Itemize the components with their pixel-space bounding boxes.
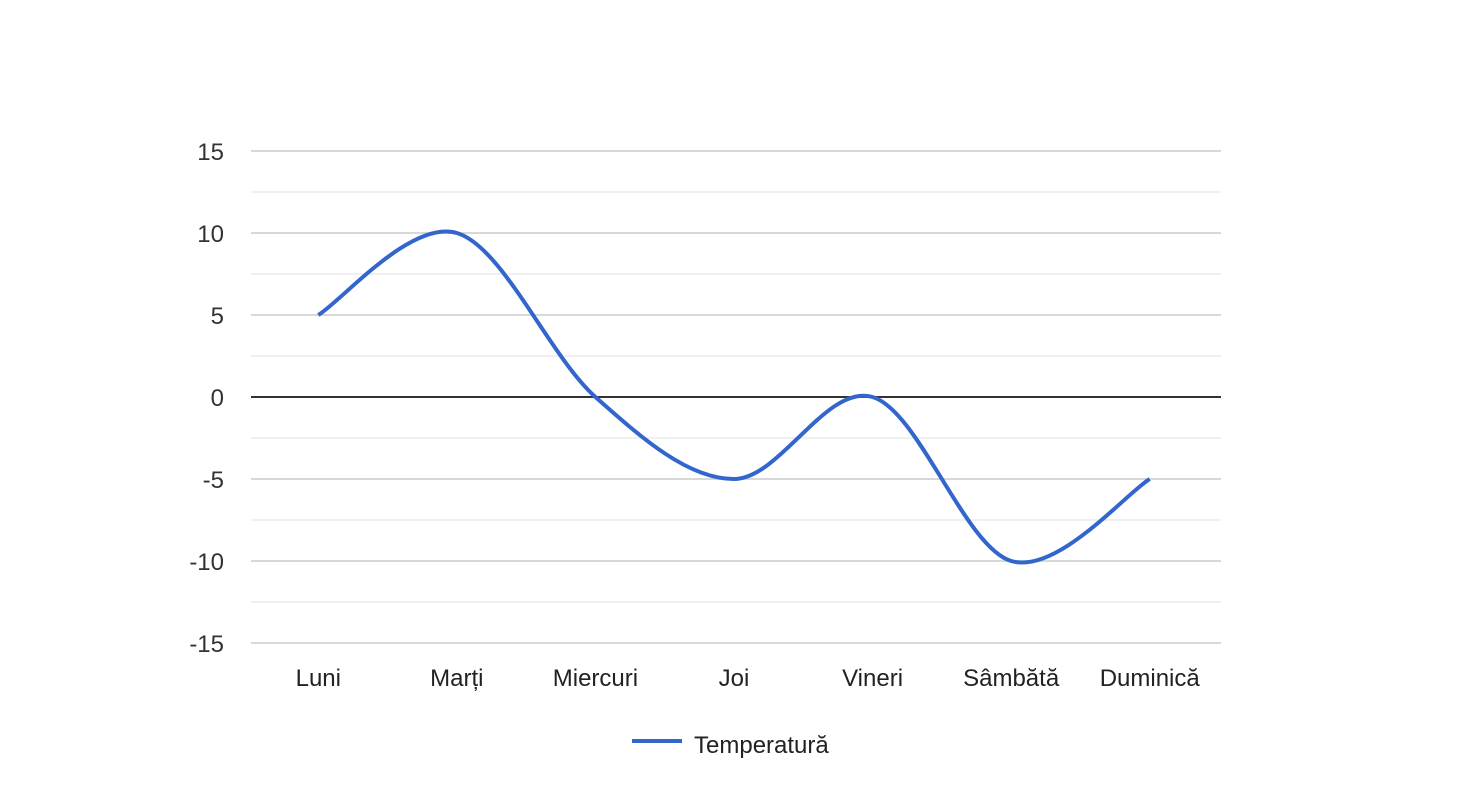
x-tick-label: Vineri [842, 665, 903, 692]
y-tick-label: -15 [189, 631, 224, 658]
x-tick-label: Duminică [1100, 665, 1201, 692]
x-tick-label: Joi [719, 665, 750, 692]
legend[interactable]: Temperatură [632, 732, 829, 759]
gridlines [251, 150, 1221, 644]
x-axis-tick-labels: Luni Marți Miercuri Joi Vineri Sâmbătă Duminic… [296, 665, 1201, 692]
y-tick-label: 0 [211, 385, 224, 412]
y-tick-label: -10 [189, 549, 224, 576]
y-tick-label: 15 [197, 139, 224, 166]
x-tick-label: Sâmbătă [963, 665, 1060, 692]
y-axis-tick-labels: 15 10 5 0 -5 -10 -15 [189, 139, 224, 658]
legend-label: Temperatură [694, 732, 829, 759]
series-lines [317, 229, 1151, 565]
x-tick-label: Marți [430, 665, 483, 692]
y-tick-label: -5 [203, 467, 224, 494]
y-tick-label: 10 [197, 221, 224, 248]
x-tick-label: Luni [296, 665, 341, 692]
y-tick-label: 5 [211, 303, 224, 330]
series-line-temperatura[interactable] [317, 229, 1151, 565]
x-tick-label: Miercuri [553, 665, 638, 692]
